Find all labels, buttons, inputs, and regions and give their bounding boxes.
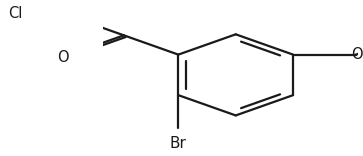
Text: O: O bbox=[57, 50, 69, 65]
Text: O: O bbox=[351, 47, 363, 62]
Text: Cl: Cl bbox=[8, 6, 23, 21]
Text: Br: Br bbox=[170, 136, 187, 151]
